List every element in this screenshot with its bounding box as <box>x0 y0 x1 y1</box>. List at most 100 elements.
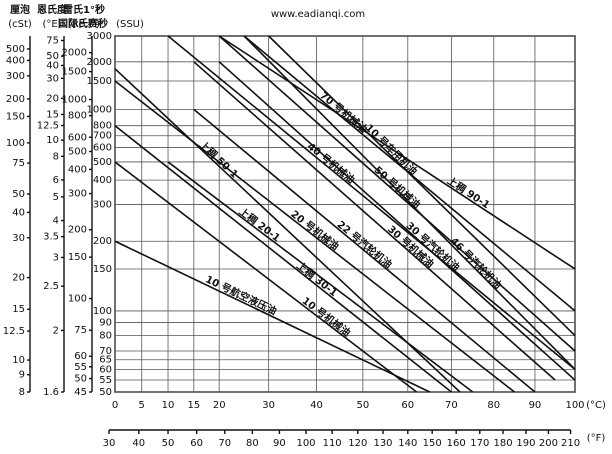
x2-tick-label: 190 <box>516 438 535 449</box>
x-tick-label: 10 <box>162 400 175 411</box>
x2-tick-label: 110 <box>323 438 342 449</box>
aux-axis-title: 厘泡 <box>10 3 30 16</box>
aux-tick-label: 50 <box>46 51 59 62</box>
aux-axis-unit: (cSt) <box>8 19 32 30</box>
x2-tick-label: 70 <box>218 438 231 449</box>
aux-tick-label: 600 <box>68 132 87 143</box>
aux-tick-label: 300 <box>68 189 87 200</box>
aux-tick-label: 30 <box>12 233 25 244</box>
y-axis-unit: (SSU) <box>116 19 144 30</box>
y-tick-label: 80 <box>99 331 112 342</box>
x2-tick-label: 120 <box>348 438 367 449</box>
y-tick-label: 50 <box>99 387 112 398</box>
y-tick-label: 200 <box>93 236 112 247</box>
aux-tick-label: 200 <box>68 225 87 236</box>
aux-tick-label: 75 <box>74 325 87 336</box>
aux-tick-label: 150 <box>6 111 25 122</box>
x-tick-label: 100 <box>565 400 584 411</box>
viscosity-line <box>167 161 474 393</box>
aux-tick-label: 2 <box>53 325 59 336</box>
viscosity-line <box>218 61 576 381</box>
aux-axis-unit: (Re.l'') <box>68 19 100 30</box>
aux-tick-label: 75 <box>46 36 59 47</box>
x-tick-label: 20 <box>213 400 226 411</box>
aux-tick-label: 3 <box>53 252 59 263</box>
aux-tick-label: 100 <box>6 138 25 149</box>
x-tick-label: 60 <box>401 400 414 411</box>
y-tick-label: 600 <box>93 143 112 154</box>
aux-tick-label: 4 <box>53 216 59 227</box>
x2-tick-label: 100 <box>296 438 315 449</box>
aux-tick-label: 12.5 <box>37 121 59 132</box>
aux-tick-label: 1000 <box>62 95 87 106</box>
aux-tick-label: 9 <box>19 370 25 381</box>
x-tick-label: 80 <box>487 400 500 411</box>
x-tick-label: 5 <box>139 400 145 411</box>
y-tick-label: 300 <box>93 200 112 211</box>
viscosity-line <box>114 161 418 393</box>
aux-tick-label: 5 <box>53 192 59 203</box>
x2-tick-label: 160 <box>447 438 466 449</box>
y-tick-label: 100 <box>93 306 112 317</box>
viscosity-line <box>114 240 431 393</box>
y-tick-label: 1500 <box>87 76 112 87</box>
aux-tick-label: 10 <box>12 355 25 366</box>
y-tick-label: 1000 <box>87 104 112 115</box>
viscosity-line <box>193 108 536 393</box>
viscosity-line <box>114 125 452 393</box>
aux-tick-label: 8 <box>53 151 59 162</box>
x-tick-label: 70 <box>445 400 458 411</box>
aux-axis-title: 雷氏1°秒 <box>63 3 105 16</box>
aux-tick-label: 75 <box>12 158 25 169</box>
aux-tick-label: 30 <box>46 73 59 84</box>
x2-tick-label: 140 <box>398 438 417 449</box>
aux-tick-label: 15 <box>12 304 25 315</box>
aux-tick-label: 6 <box>53 175 59 186</box>
x2-tick-label: 200 <box>539 438 558 449</box>
y-tick-label: 700 <box>93 131 112 142</box>
aux-tick-label: 500 <box>68 146 87 157</box>
aux-tick-label: 20 <box>12 273 25 284</box>
aux-tick-label: 400 <box>6 55 25 66</box>
x2-tick-label: 180 <box>493 438 512 449</box>
x-tick-label: 30 <box>262 400 275 411</box>
y-tick-label: 60 <box>99 364 112 375</box>
aux-tick-label: 400 <box>68 164 87 175</box>
x2-tick-label: 130 <box>373 438 392 449</box>
viscosity-line <box>114 80 515 393</box>
aux-tick-label: 1.6 <box>43 387 59 398</box>
x-tick-label: 0 <box>112 400 118 411</box>
aux-axis-title: 恩氏度 <box>37 3 68 16</box>
x2-tick-label: 40 <box>132 438 145 449</box>
aux-tick-label: 100 <box>68 294 87 305</box>
y-tick-label: 3000 <box>87 31 112 42</box>
x-tick-label: 90 <box>529 400 542 411</box>
aux-tick-label: 1500 <box>62 67 87 78</box>
aux-tick-label: 15 <box>46 109 59 120</box>
y-axis-title: 国际氏赛秒 <box>58 17 108 30</box>
viscosity-line <box>167 35 576 370</box>
y-tick-label: 70 <box>99 346 112 357</box>
y-tick-label: 150 <box>93 264 112 275</box>
viscosity-line <box>218 35 576 270</box>
aux-tick-label: 2000 <box>62 48 87 59</box>
viscosity-line <box>268 35 576 337</box>
aux-tick-label: 40 <box>46 60 59 71</box>
y-tick-label: 2000 <box>87 57 112 68</box>
y-tick-label: 400 <box>93 175 112 186</box>
aux-tick-label: 20 <box>46 93 59 104</box>
x-tick-label: 40 <box>310 400 323 411</box>
aux-tick-label: 200 <box>6 94 25 105</box>
aux-tick-label: 45 <box>74 387 87 398</box>
aux-tick-label: 10 <box>46 135 59 146</box>
aux-tick-label: 60 <box>74 351 87 362</box>
aux-tick-label: 50 <box>12 189 25 200</box>
x2-axis-unit: (°F) <box>587 433 606 444</box>
viscosity-line <box>193 61 556 381</box>
aux-tick-label: 3.5 <box>43 232 59 243</box>
x2-tick-label: 60 <box>190 438 203 449</box>
viscosity-line <box>218 35 576 352</box>
y-tick-label: 800 <box>93 121 112 132</box>
aux-tick-label: 800 <box>68 111 87 122</box>
